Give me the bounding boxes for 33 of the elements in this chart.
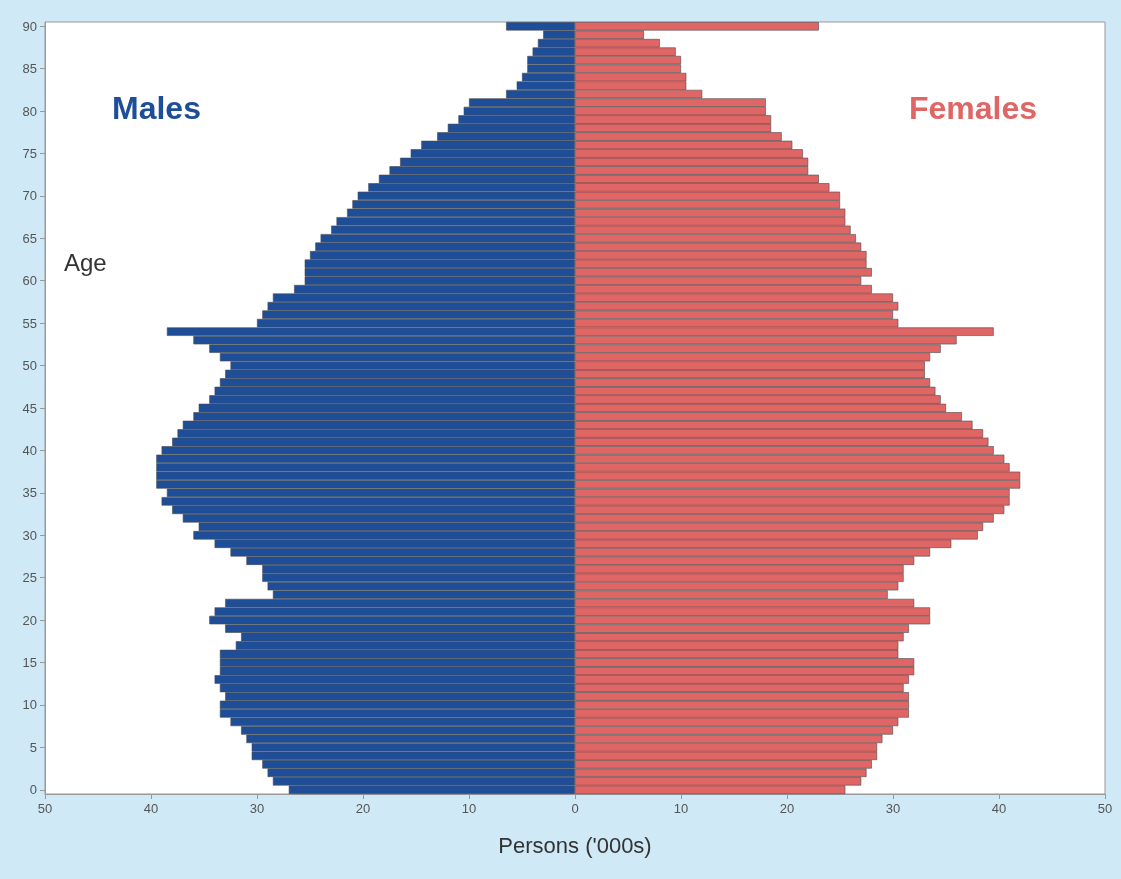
y-tick-label: 80 [22,103,37,119]
x-tick-label: 10 [673,801,689,816]
x-tick-label: 30 [249,801,265,816]
y-tick-label: 75 [22,145,37,161]
y-tick-label: 45 [22,400,37,416]
y-tick-label: 40 [22,442,37,458]
y-tick-label: 35 [22,485,37,501]
y-tick-label: 10 [22,697,37,713]
x-tick-label: 50 [1097,801,1113,816]
x-tick-label: 40 [143,801,159,816]
y-tick-label: 65 [22,230,37,246]
y-axis-title: Age [64,248,107,276]
x-tick-label: 20 [355,801,371,816]
x-axis-title: Persons ('000s) [498,832,652,858]
text: Females [908,90,1037,126]
y-tick-label: 25 [22,570,37,586]
x-tick-label: 20 [779,801,795,816]
y-tick-label: 85 [22,61,37,77]
y-tick-label: 90 [22,18,37,34]
y-tick-label: 30 [22,527,37,543]
text: Males [112,90,201,126]
x-tick-label: 10 [461,801,477,816]
y-tick-label: 55 [22,315,37,331]
y-tick-label: 0 [29,782,37,798]
y-tick-label: 70 [22,188,37,204]
x-tick-label: 30 [885,801,901,816]
y-tick-label: 5 [29,739,37,755]
y-tick-label: 20 [22,612,37,628]
y-tick-label: 50 [22,358,37,374]
y-tick-label: 15 [22,655,37,671]
y-tick-label: 60 [22,273,37,289]
x-tick-label: 0 [571,801,579,816]
x-tick-label: 40 [991,801,1007,816]
